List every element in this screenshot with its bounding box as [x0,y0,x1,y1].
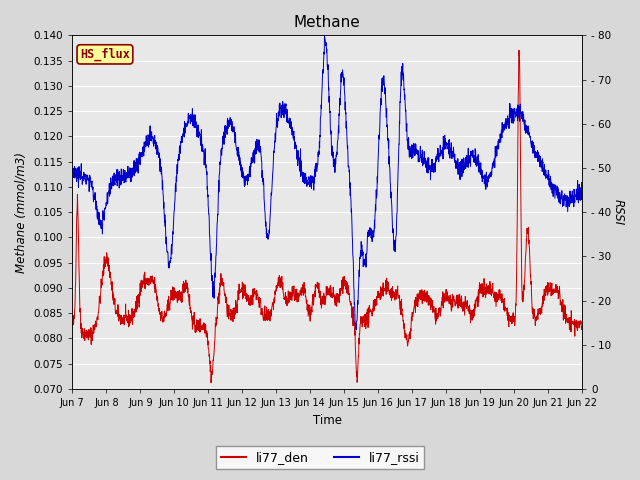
Legend: li77_den, li77_rssi: li77_den, li77_rssi [216,446,424,469]
Title: Methane: Methane [294,15,360,30]
Text: HS_flux: HS_flux [80,48,130,61]
Y-axis label: Methane (mmol/m3): Methane (mmol/m3) [15,152,28,273]
X-axis label: Time: Time [313,414,342,427]
Y-axis label: RSSI: RSSI [612,199,625,225]
